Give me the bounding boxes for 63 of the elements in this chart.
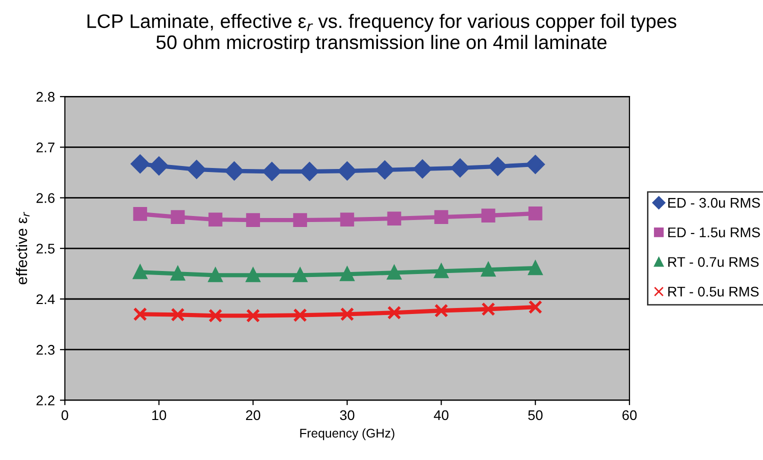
point xyxy=(481,208,496,222)
x-axis-title: Frequency (GHz) xyxy=(300,428,394,440)
point xyxy=(300,162,319,181)
legend-label: ED - 3.0u RMS xyxy=(668,198,760,208)
point xyxy=(340,267,354,282)
point xyxy=(376,160,394,180)
point xyxy=(528,206,542,220)
y-tick-label: 2.7 xyxy=(36,142,54,152)
point xyxy=(340,307,354,322)
point xyxy=(246,308,260,323)
y-tick-label: 2.8 xyxy=(36,92,55,102)
point xyxy=(293,308,308,322)
point xyxy=(387,212,402,226)
point xyxy=(170,308,185,322)
x-tick-label: 40 xyxy=(434,410,448,420)
x-tick-label: 50 xyxy=(528,410,543,420)
x-tick-label: 20 xyxy=(246,410,260,420)
point xyxy=(224,162,244,180)
point xyxy=(293,213,308,228)
point xyxy=(387,306,402,320)
x-tick-label: 0 xyxy=(62,410,68,420)
x-tick-label: 30 xyxy=(340,410,354,420)
point xyxy=(387,266,402,280)
legend-label: RT - 0.5u RMS xyxy=(668,286,759,297)
point xyxy=(450,158,470,178)
point xyxy=(246,213,260,228)
point xyxy=(293,268,308,282)
point xyxy=(187,160,206,179)
point xyxy=(481,302,496,316)
legend-label: ED - 1.5u RMS xyxy=(668,227,760,238)
y-tick-label: 2.4 xyxy=(36,294,55,304)
point xyxy=(133,307,148,322)
point xyxy=(170,266,185,281)
point xyxy=(170,210,185,224)
point xyxy=(133,265,148,280)
y-tick-label: 2.3 xyxy=(36,344,55,355)
point xyxy=(340,212,354,227)
point xyxy=(208,308,222,323)
legend-label: RT - 0.7u RMS xyxy=(668,257,759,267)
point xyxy=(133,207,148,221)
point xyxy=(130,154,150,174)
y-tick-label: 2.6 xyxy=(36,193,55,203)
point xyxy=(246,268,260,282)
point xyxy=(488,157,507,176)
point xyxy=(434,264,448,278)
chart-title: LCP Laminate, effective ε$_{r}$ vs. frequency for various copper foil types 50 ohm microstirp transmission line on 4mil laminate xyxy=(88,14,676,54)
point xyxy=(528,300,542,314)
point xyxy=(208,212,222,227)
y-tick-label: 2.2 xyxy=(36,396,54,406)
y-axis-title: effective ε$_{r}$ xyxy=(16,212,30,284)
y-tick-label: 2.5 xyxy=(36,244,55,254)
point xyxy=(338,162,356,180)
point xyxy=(208,268,222,282)
point xyxy=(481,262,496,277)
point xyxy=(262,162,282,181)
point xyxy=(528,261,542,276)
point xyxy=(526,155,545,174)
point xyxy=(413,160,432,178)
point xyxy=(434,210,448,224)
x-tick-label: 60 xyxy=(622,410,637,420)
x-tick-label: 10 xyxy=(152,410,166,420)
point xyxy=(150,156,168,176)
point xyxy=(434,304,448,318)
